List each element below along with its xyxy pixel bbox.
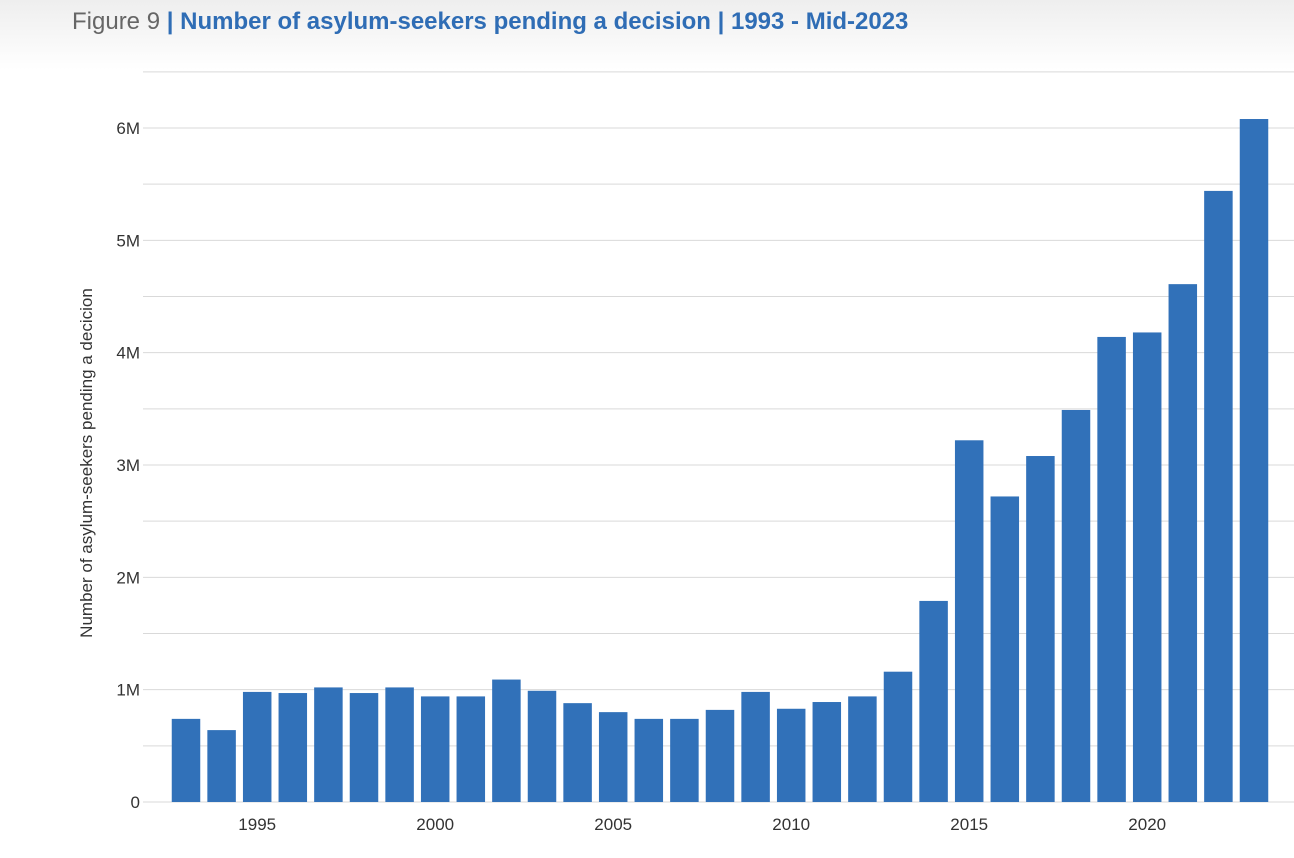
bar-2008 [705, 709, 735, 802]
y-tick-label: 5M [116, 231, 140, 250]
bar-2012 [848, 696, 877, 802]
x-tick-label: 1995 [238, 815, 276, 834]
x-axis-ticks: 1995 2000 2005 2010 2015 2020 [238, 815, 1166, 834]
bar-2018 [1061, 409, 1091, 802]
y-tick-label: 4M [116, 344, 140, 363]
bar-2009 [741, 691, 770, 802]
bar-1999 [385, 687, 414, 802]
bar-1997 [314, 687, 343, 802]
x-tick-label: 2020 [1128, 815, 1166, 834]
bar-2006 [634, 718, 664, 802]
bar-1996 [278, 693, 308, 802]
bar-2002 [492, 679, 521, 802]
bar-2003 [527, 690, 557, 802]
bar-2016 [990, 496, 1020, 802]
bar-2010 [776, 708, 806, 802]
bar-2005 [598, 712, 628, 802]
title-band [0, 0, 1294, 70]
bar-2015 [954, 440, 984, 802]
bar-1995 [242, 691, 272, 802]
bar-2000 [420, 696, 450, 802]
figure-title: Figure 9 | Number of asylum-seekers pend… [72, 8, 908, 36]
figure-number: Figure 9 [72, 8, 161, 35]
y-tick-label: 2M [116, 568, 140, 587]
bar-2019 [1097, 336, 1126, 802]
x-tick-label: 2005 [594, 815, 632, 834]
bar-2004 [563, 703, 592, 802]
x-tick-label: 2010 [772, 815, 810, 834]
bar-1994 [207, 730, 236, 802]
y-axis-ticks: 0 1M 2M 3M 4M 5M 6M [116, 119, 140, 812]
bar-2017 [1026, 456, 1055, 802]
bar-1993 [171, 718, 201, 802]
x-tick-label: 2000 [416, 815, 454, 834]
figure-separator: | [160, 8, 181, 35]
y-tick-label: 3M [116, 456, 140, 475]
bar-1998 [349, 693, 379, 802]
bar-2022 [1204, 190, 1233, 802]
bar-2020 [1132, 332, 1162, 802]
bars [171, 119, 1269, 803]
bar-2014 [919, 600, 948, 802]
y-tick-label: 0 [131, 793, 140, 812]
chart-title: Number of asylum-seekers pending a decis… [180, 8, 909, 35]
bar-2007 [670, 718, 699, 802]
bar-2011 [812, 702, 842, 802]
y-tick-label: 1M [116, 681, 140, 700]
bar-Mid-2023 [1239, 119, 1269, 803]
y-tick-label: 6M [116, 119, 140, 138]
bar-2013 [883, 671, 913, 802]
x-tick-label: 2015 [950, 815, 988, 834]
bar-2021 [1168, 284, 1198, 803]
bar-2001 [456, 696, 486, 802]
